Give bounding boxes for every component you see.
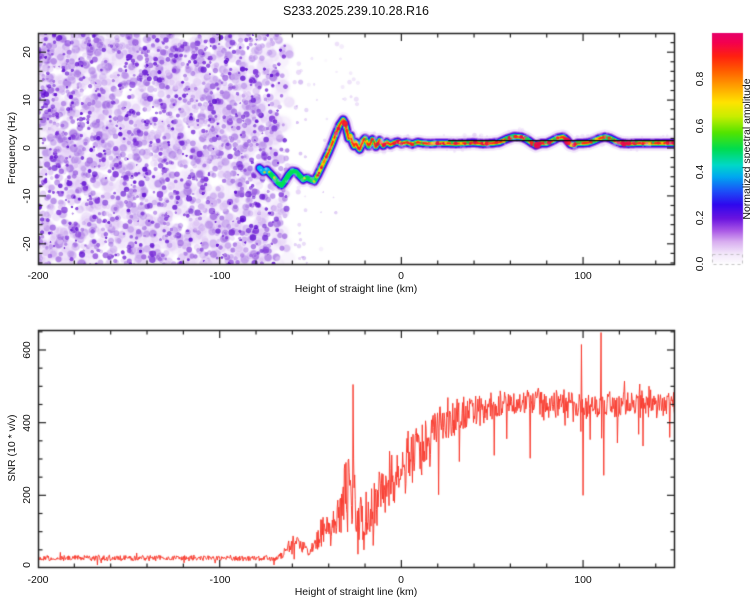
spec-ytick--10: -10 <box>21 188 33 204</box>
spec-xtick--100: -100 <box>209 270 231 282</box>
colorbar <box>712 33 743 265</box>
cbar-tick-0.0: 0.0 <box>694 256 706 272</box>
snr-xtick--100: -100 <box>209 574 231 586</box>
cbar-tick-0.4: 0.4 <box>694 164 706 180</box>
cbar-tick-0.2: 0.2 <box>694 210 706 226</box>
snr-xaxis-label: Height of straight line (km) <box>294 586 418 598</box>
snr-yaxis-label: SNR (10 * v/v) <box>6 414 18 482</box>
spec-xaxis-label: Height of straight line (km) <box>294 283 418 295</box>
spec-ytick-20: 20 <box>21 46 33 58</box>
spec-xtick-0: 0 <box>398 270 404 282</box>
snr-xtick-0: 0 <box>398 574 404 586</box>
spec-ytick-0: 0 <box>21 145 33 151</box>
snr-ytick-400: 400 <box>21 414 33 432</box>
snr-panel <box>38 330 675 568</box>
snr-ytick-600: 600 <box>21 341 33 359</box>
spec-xtick-100: 100 <box>574 270 592 282</box>
spec-ytick--20: -20 <box>21 236 33 252</box>
snr-xtick--200: -200 <box>27 574 49 586</box>
spec-xtick--200: -200 <box>27 270 49 282</box>
spectrogram-panel <box>38 33 675 265</box>
cbar-tick-0.8: 0.8 <box>694 71 706 87</box>
snr-ytick-0: 0 <box>21 562 33 568</box>
figure-title: S233.2025.239.10.28.R16 <box>283 4 429 18</box>
spec-ytick-10: 10 <box>21 94 33 106</box>
cbar-label: Normalized spectral amplitude <box>741 78 750 220</box>
snr-ytick-200: 200 <box>21 486 33 504</box>
snr-xtick-100: 100 <box>574 574 592 586</box>
cbar-tick-0.6: 0.6 <box>694 118 706 134</box>
spec-yaxis-label: Frequency (Hz) <box>6 111 18 185</box>
